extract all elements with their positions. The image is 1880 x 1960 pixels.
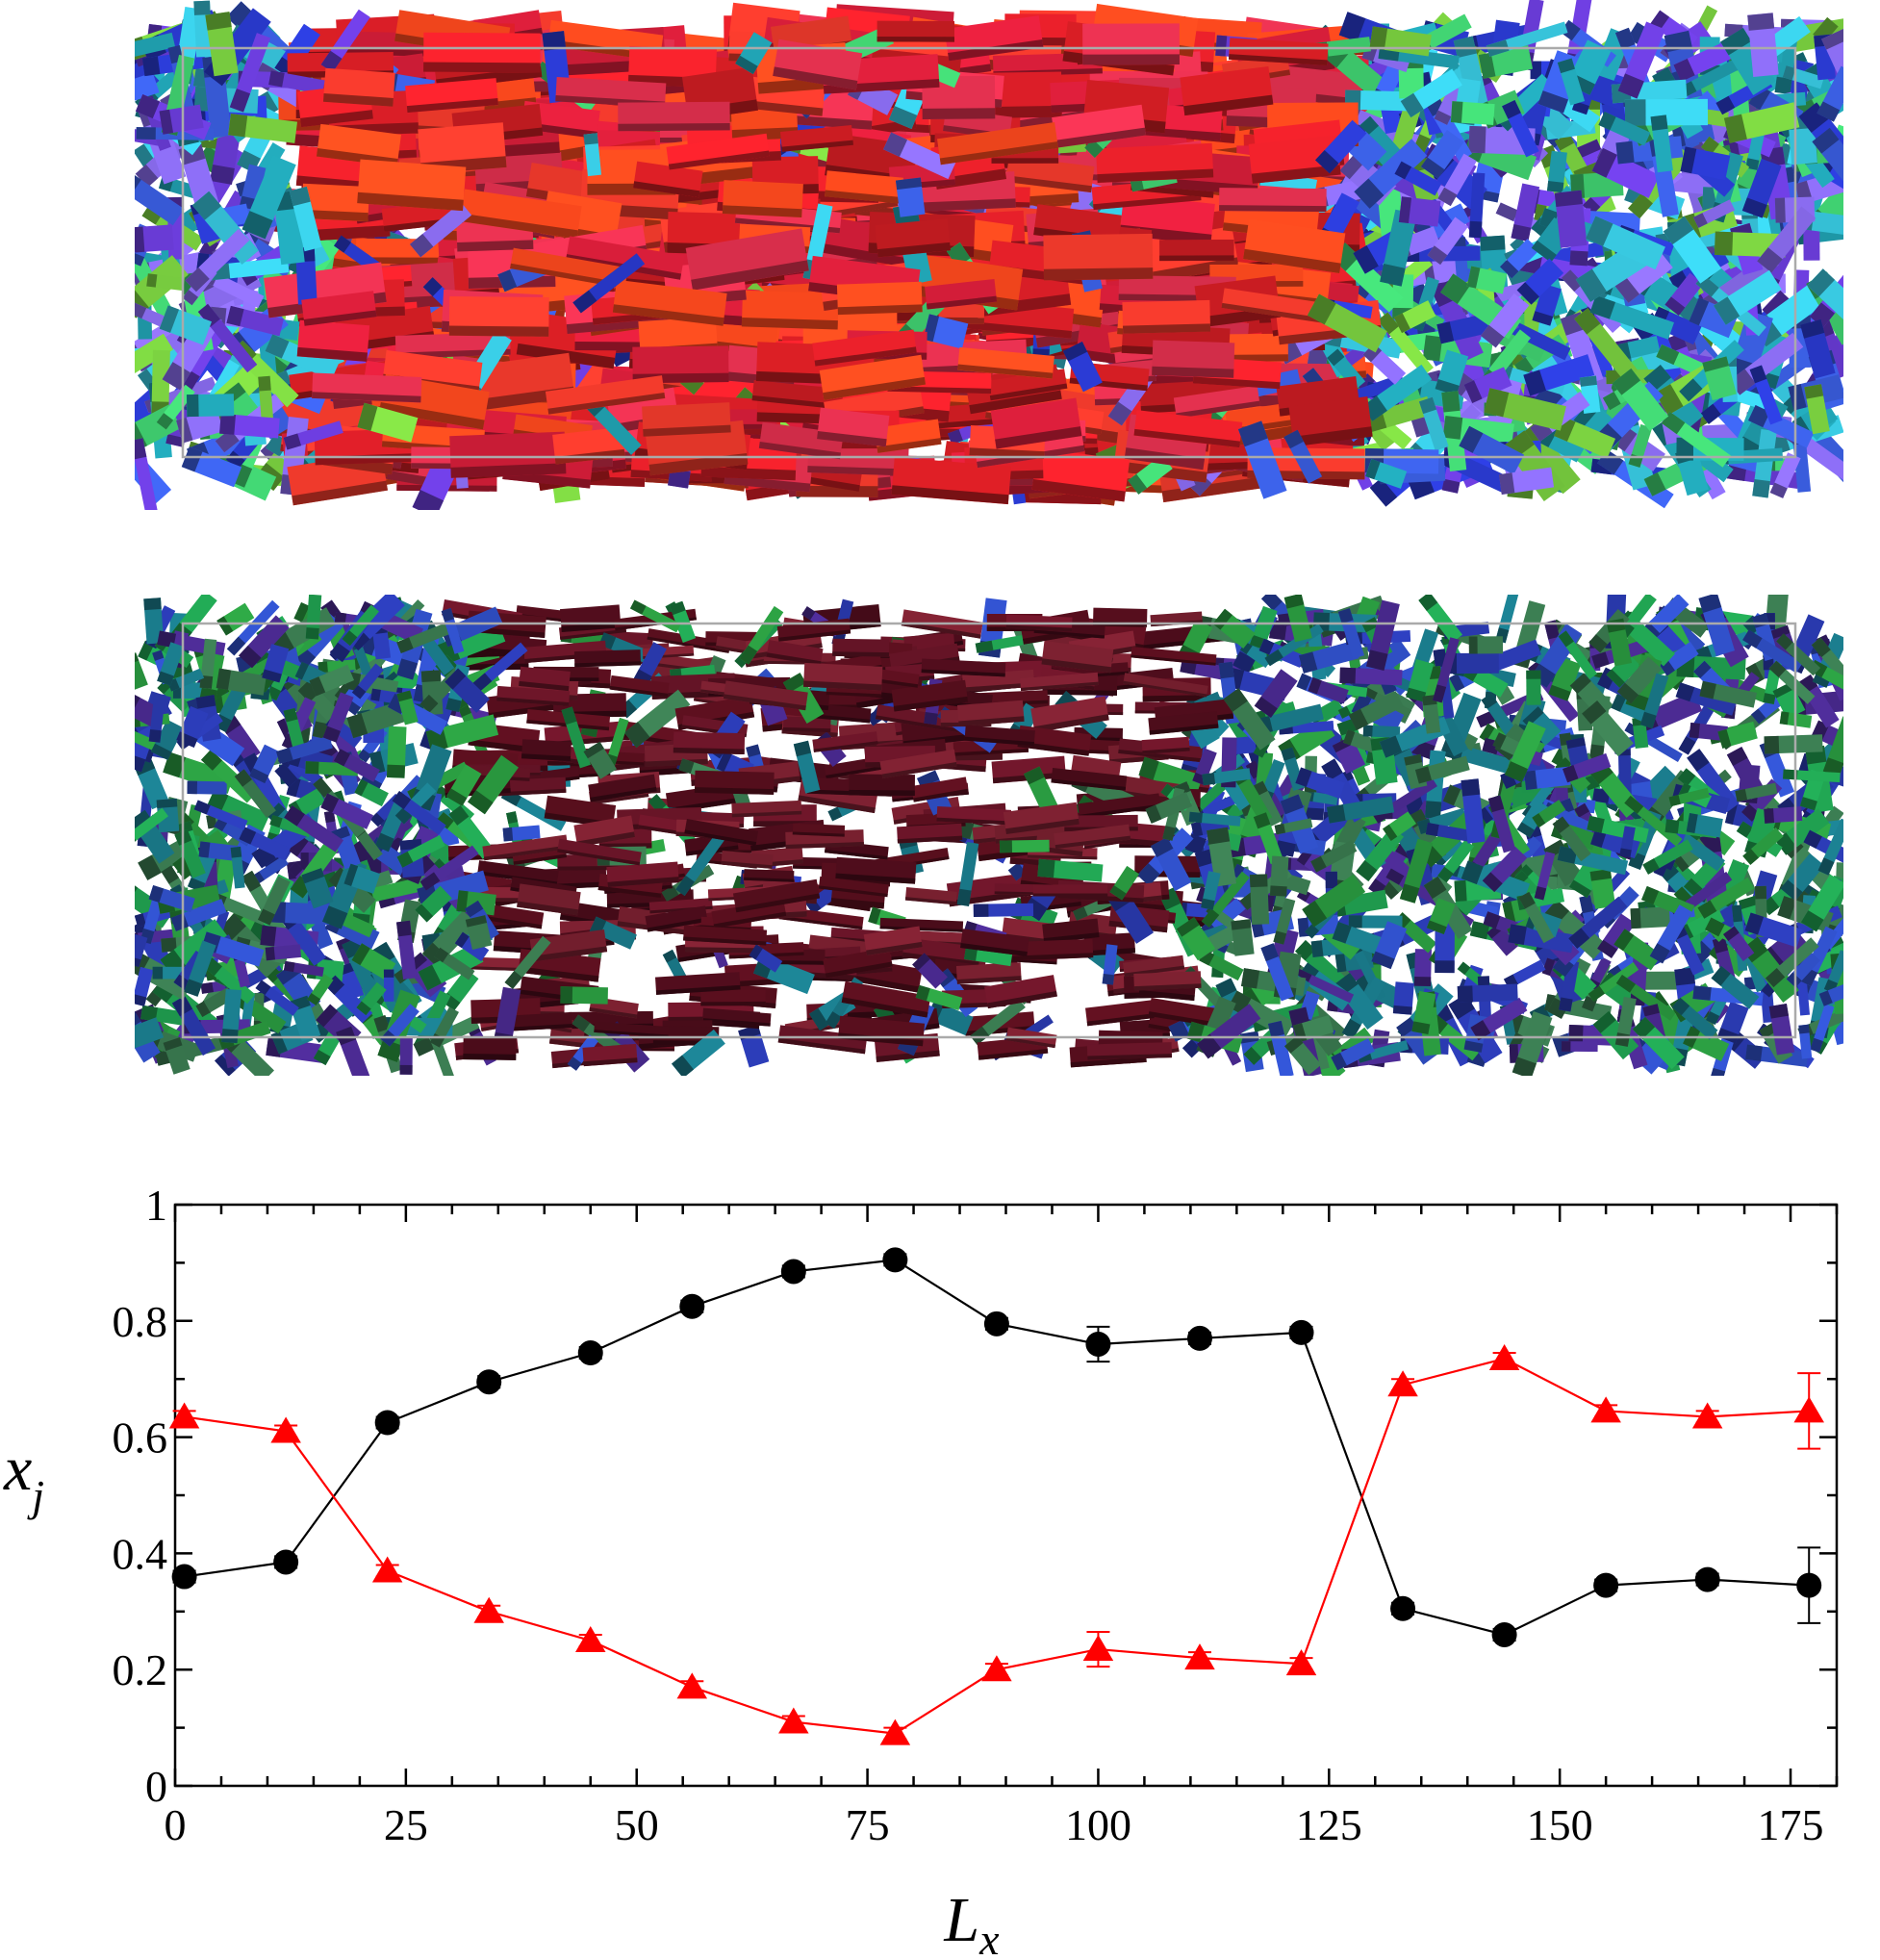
data-point-circle xyxy=(882,1247,908,1273)
data-point-circle xyxy=(577,1340,603,1366)
bottom-particle-render xyxy=(135,595,1843,1076)
top-particle-render xyxy=(135,0,1843,510)
y-tick-label: 0.4 xyxy=(113,1529,168,1578)
data-point-triangle xyxy=(168,1402,200,1429)
y-tick-label: 0.2 xyxy=(113,1645,168,1694)
data-point-circle xyxy=(1796,1572,1822,1598)
data-point-circle xyxy=(1288,1319,1314,1345)
x-tick-label: 175 xyxy=(1758,1800,1824,1849)
data-point-triangle xyxy=(575,1626,606,1652)
data-point-circle xyxy=(273,1549,299,1575)
tick-labels: 0 25 50 75 100 125 150 175 0 0.2 0.4 0.6 0.8 1 xyxy=(113,1181,1824,1849)
x-axis-title: Lx xyxy=(943,1885,1000,1960)
data-point-circle xyxy=(780,1259,806,1285)
plot-frame xyxy=(173,1203,1839,1788)
data-point-circle xyxy=(171,1564,197,1590)
data-point-triangle xyxy=(1387,1370,1418,1397)
particles xyxy=(135,0,1843,510)
data-point-triangle xyxy=(778,1707,809,1734)
x-tick-label: 25 xyxy=(384,1800,428,1849)
data-point-circle xyxy=(1694,1566,1720,1592)
data-point-triangle xyxy=(1793,1396,1824,1423)
data-point-circle xyxy=(374,1410,400,1436)
y-tick-label: 1 xyxy=(145,1181,167,1230)
data-point-triangle xyxy=(1184,1643,1215,1670)
axis-ticks xyxy=(173,1203,1839,1788)
data-point-circle xyxy=(1593,1572,1619,1598)
data-point-triangle xyxy=(1285,1649,1317,1676)
data-point-triangle xyxy=(270,1416,301,1443)
data-point-triangle xyxy=(1691,1402,1723,1429)
data-point-triangle xyxy=(371,1556,403,1583)
data-point-circle xyxy=(1491,1621,1517,1647)
data-point-triangle xyxy=(981,1655,1012,1682)
bottom-snapshot-panel xyxy=(135,595,1843,1076)
chart-svg: 0 25 50 75 100 125 150 175 0 0.2 0.4 0.6 0.8 1 Lx xj xyxy=(3,1181,1839,1960)
data-point-triangle xyxy=(676,1672,708,1699)
x-tick-label: 150 xyxy=(1527,1800,1593,1849)
y-tick-label: 0.6 xyxy=(113,1413,168,1463)
composition-profile-chart: 0 25 50 75 100 125 150 175 0 0.2 0.4 0.6 0.8 1 Lx xj xyxy=(0,1135,1880,1960)
simulation-box xyxy=(181,46,1797,459)
data-point-triangle xyxy=(879,1718,911,1745)
data-point-triangle xyxy=(473,1596,504,1623)
x-tick-label: 50 xyxy=(615,1800,659,1849)
x-tick-label: 75 xyxy=(846,1800,890,1849)
data-point-triangle xyxy=(1082,1635,1114,1662)
data-point-circle xyxy=(1186,1325,1212,1351)
data-point-circle xyxy=(679,1293,705,1319)
data-markers xyxy=(168,1247,1824,1745)
x-tick-label: 100 xyxy=(1065,1800,1131,1849)
data-point-circle xyxy=(1390,1595,1416,1621)
data-point-triangle xyxy=(1488,1344,1520,1371)
y-tick-label: 0.8 xyxy=(113,1297,168,1346)
data-point-circle xyxy=(476,1369,502,1395)
data-point-triangle xyxy=(1590,1396,1621,1423)
x-tick-label: 125 xyxy=(1296,1800,1362,1849)
data-point-circle xyxy=(1085,1331,1111,1357)
simulation-box xyxy=(181,622,1797,1039)
y-tick-label: 0 xyxy=(145,1762,167,1811)
particles xyxy=(135,595,1843,1076)
data-point-circle xyxy=(983,1311,1009,1336)
x-tick-label: 0 xyxy=(165,1800,187,1849)
top-snapshot-panel xyxy=(135,0,1843,510)
y-axis-title: xj xyxy=(3,1434,44,1520)
